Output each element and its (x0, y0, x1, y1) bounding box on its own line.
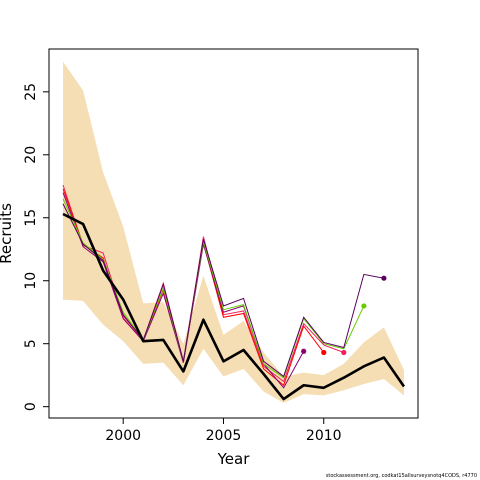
x-tick-label-2005: 2005 (206, 428, 242, 444)
retrospective-end-point-5 (381, 275, 387, 281)
retrospective-line-5 (62, 203, 385, 378)
x-tick-label-2000: 2000 (105, 428, 141, 444)
y-tick-label-5: 5 (23, 339, 39, 348)
y-tick-label-20: 20 (23, 146, 39, 164)
y-tick-label-15: 15 (23, 209, 39, 227)
y-axis-label: Recruits (0, 203, 15, 264)
y-tick-label-0: 0 (23, 402, 39, 411)
retrospective-end-point-1 (341, 349, 347, 356)
main-estimate-line (62, 212, 406, 401)
x-tick-label-2010: 2010 (306, 428, 342, 444)
confidence-band-layer (63, 61, 404, 403)
plot-frame (48, 48, 419, 419)
x-axis: 2000 2005 2010 (105, 418, 342, 444)
retrospective-lines-layer (62, 184, 387, 389)
retrospective-end-point-4 (361, 303, 367, 309)
main-estimate-layer (62, 212, 406, 401)
retrospective-end-point-2 (321, 349, 327, 356)
y-axis: 0 5 10 15 20 25 (23, 83, 49, 411)
x-axis-label: Year (217, 450, 251, 468)
y-tick-label-10: 10 (23, 272, 39, 290)
source-footnote: stockassessment.org, codkat15allsurveysn… (325, 473, 477, 479)
confidence-band (63, 61, 404, 403)
retrospective-line-1 (62, 184, 344, 383)
y-tick-label-25: 25 (23, 83, 39, 101)
retrospective-end-point-3 (301, 348, 307, 354)
